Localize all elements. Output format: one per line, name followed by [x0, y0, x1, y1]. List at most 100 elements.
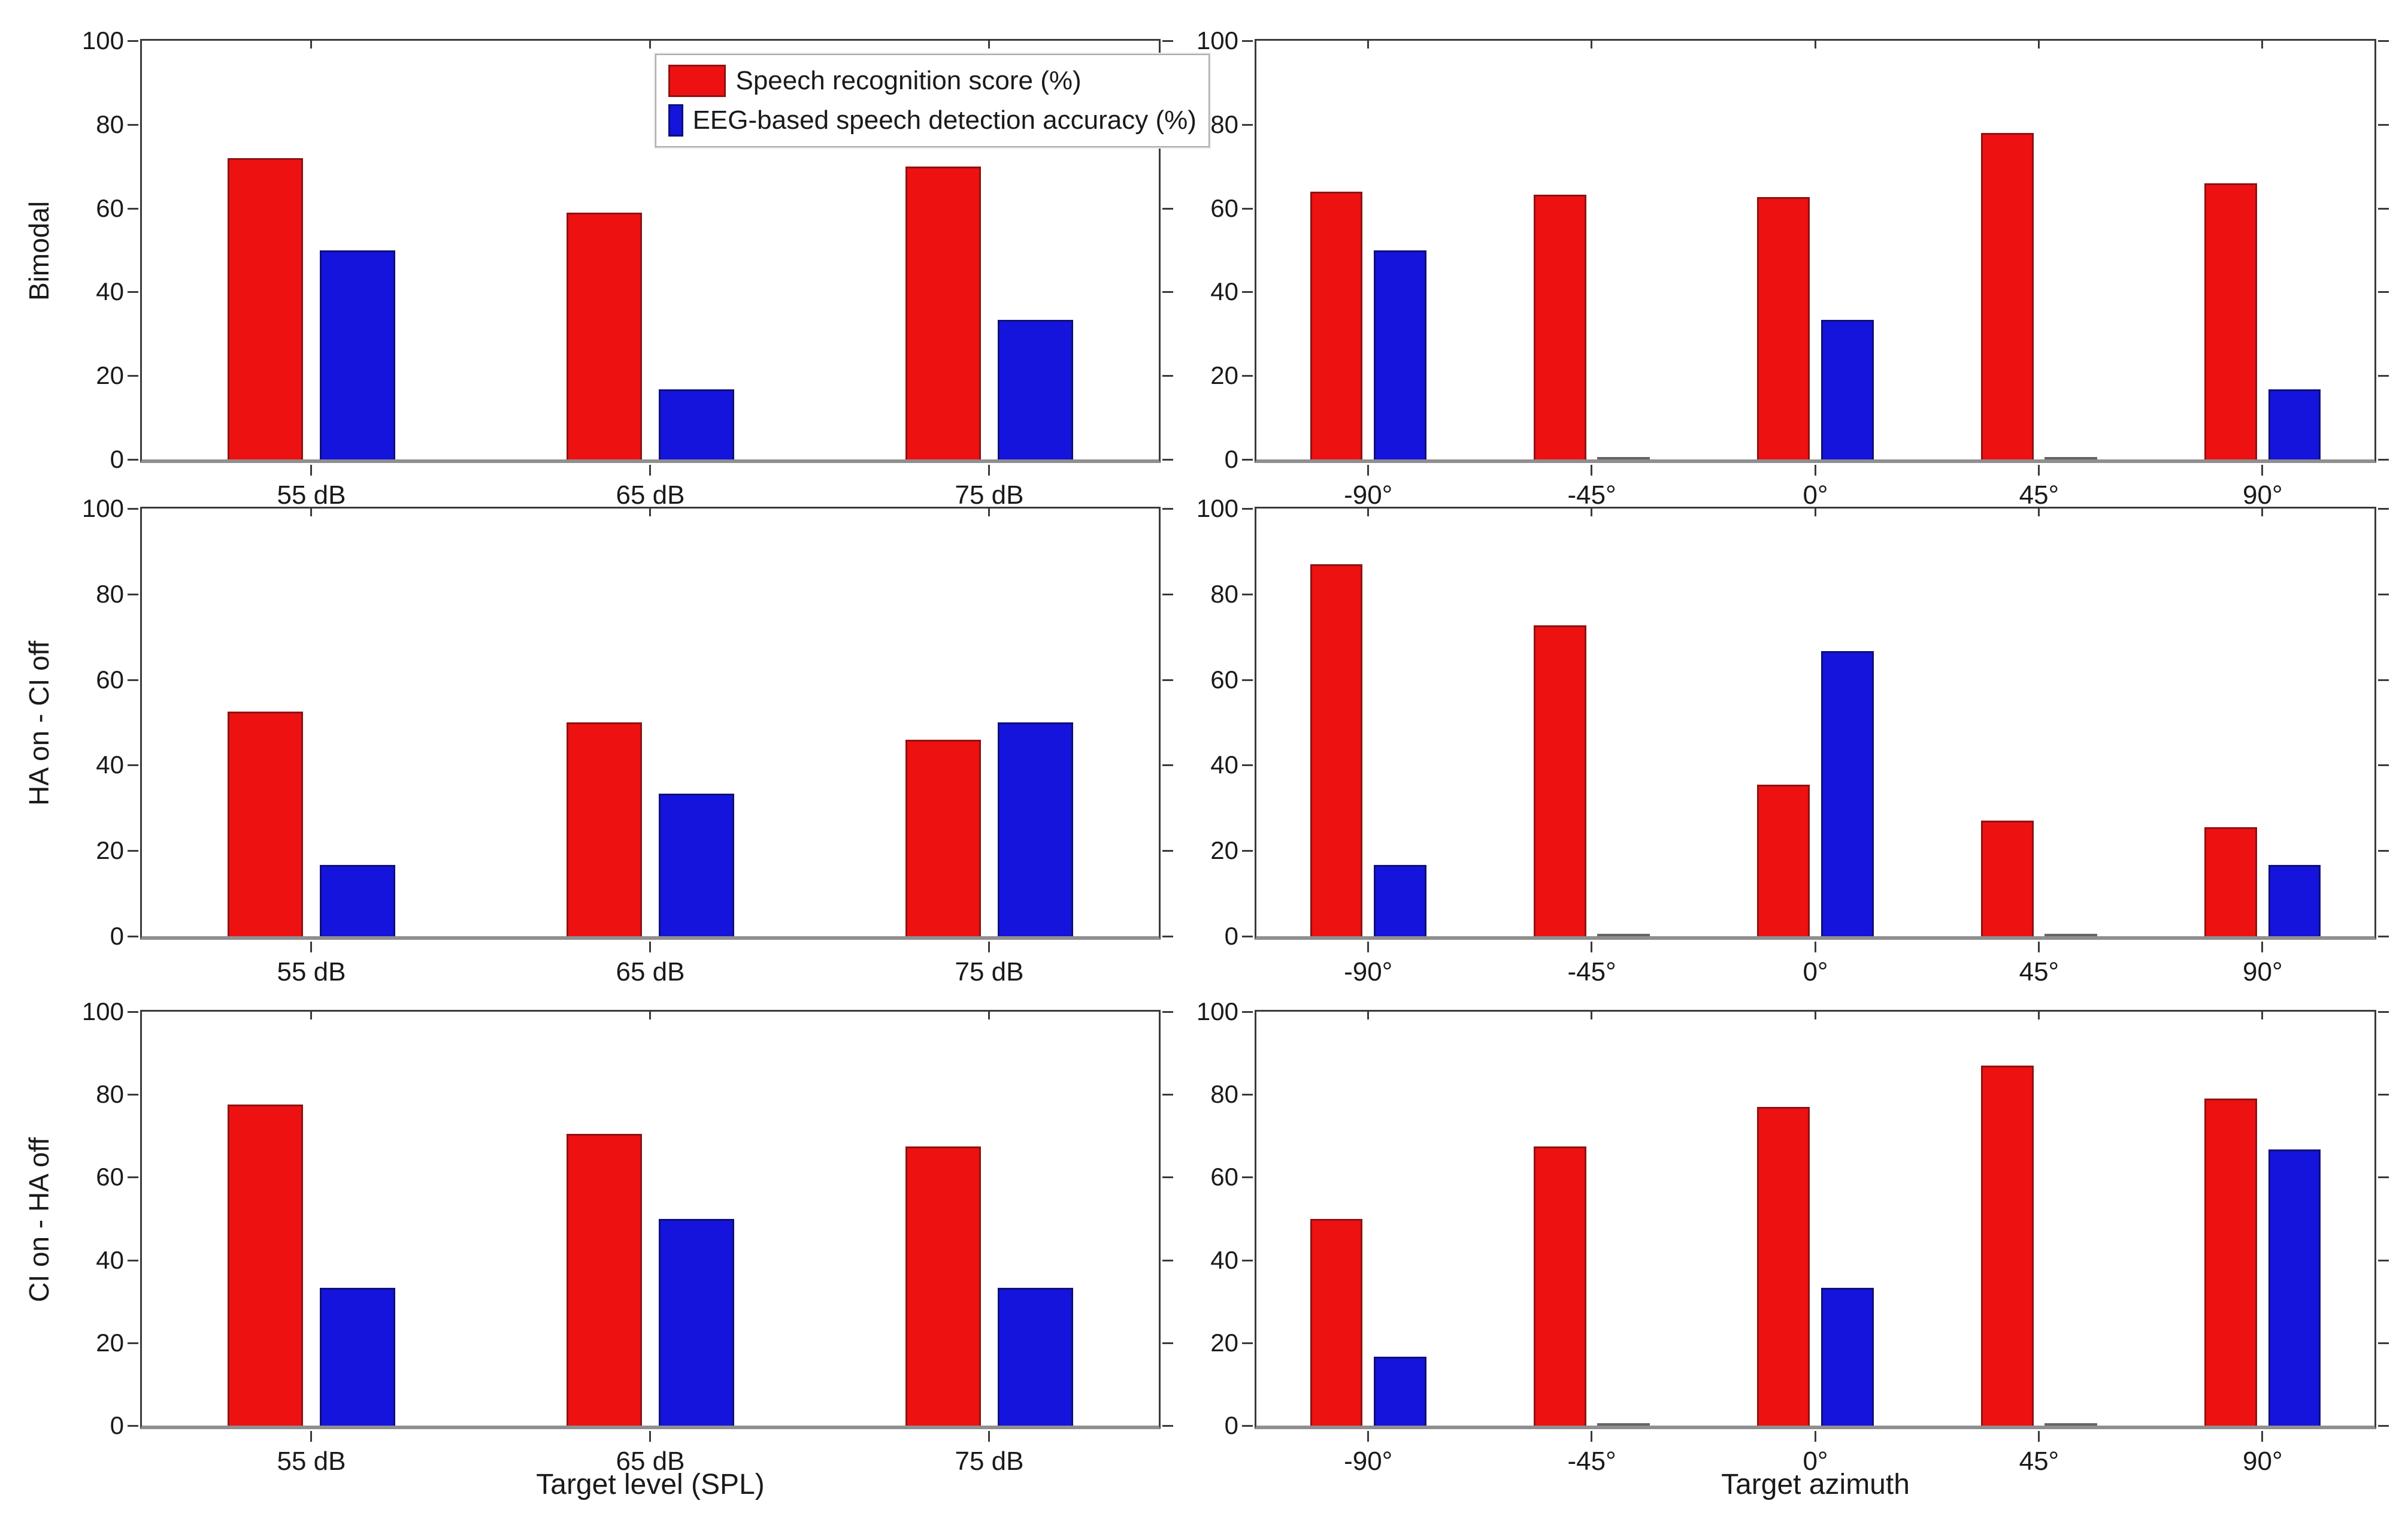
- subplot-bimodal-target-azimuth: 0 20 40 60 80 100 -90° -45° 0° 45° 90°: [1197, 28, 2389, 509]
- x-tick-mark: [988, 507, 990, 516]
- x-tick-mark: [649, 1010, 651, 1019]
- x-tick-label: 65 dB: [616, 480, 685, 510]
- bar-speech-recognition: [1534, 194, 1586, 459]
- x-tick-label: 55 dB: [277, 1447, 346, 1476]
- x-tick-label: 65 dB: [616, 1447, 685, 1476]
- x-tick-mark: [1367, 465, 1369, 476]
- y-tick-label: 0: [1224, 445, 1238, 473]
- y-tick-mark: [2378, 123, 2389, 126]
- legend-entry: EEG-based speech detection accuracy (%): [668, 104, 1197, 137]
- y-tick-mark: [1242, 593, 1253, 595]
- row-label-bimodal: Bimodal: [23, 201, 54, 301]
- bar-speech-recognition: [1757, 196, 1810, 459]
- x-tick-label: -45°: [1567, 1447, 1616, 1476]
- y-tick-label: 100: [1196, 997, 1238, 1025]
- y-tick-label: 0: [110, 922, 124, 950]
- y-tick-label: 60: [1210, 665, 1238, 694]
- x-tick-mark: [1814, 942, 1816, 952]
- bar-speech-recognition: [1757, 1106, 1810, 1426]
- legend: Speech recognition score (%) EEG-based sp…: [655, 54, 1210, 148]
- legend-label: EEG-based speech detection accuracy (%): [692, 105, 1197, 135]
- y-tick-mark: [1162, 1259, 1173, 1261]
- bar-speech-recognition: [1534, 625, 1586, 936]
- bar-eeg-detection: [1597, 457, 1650, 459]
- y-tick-label: 20: [96, 836, 124, 865]
- y-tick-mark: [1242, 764, 1253, 767]
- y-tick-mark: [2378, 1342, 2389, 1344]
- x-tick-mark: [1814, 507, 1816, 516]
- y-tick-mark: [1242, 291, 1253, 294]
- x-tick-mark: [988, 942, 990, 952]
- bar-speech-recognition: [1310, 191, 1363, 459]
- legend-swatch-eeg: [668, 104, 683, 137]
- bar-speech-recognition: [227, 712, 303, 936]
- x-tick-mark: [649, 465, 651, 476]
- y-tick-label: 80: [1210, 1080, 1238, 1109]
- y-tick-label: 20: [1210, 1328, 1238, 1357]
- x-tick-mark: [310, 1010, 312, 1019]
- x-tick-mark: [649, 39, 651, 49]
- x-tick-mark: [1367, 942, 1369, 952]
- y-tick-mark: [1162, 508, 1173, 510]
- bar-speech-recognition: [1310, 1218, 1363, 1426]
- subplot-haon-cioff-target-level: 0 20 40 60 80 100 55 dB 65 dB 75 dB: [82, 496, 1173, 985]
- y-tick-label: 20: [96, 361, 124, 390]
- x-tick-label: 90°: [2243, 957, 2283, 987]
- y-tick-mark: [1242, 508, 1253, 510]
- x-tick-mark: [649, 1431, 651, 1442]
- y-tick-mark: [1242, 375, 1253, 377]
- y-tick-mark: [128, 1425, 138, 1427]
- x-tick-label: 90°: [2243, 480, 2283, 510]
- x-tick-label: 45°: [2019, 1447, 2059, 1476]
- bar-eeg-detection: [998, 722, 1074, 936]
- x-tick-label: 90°: [2243, 1447, 2283, 1476]
- bar-speech-recognition: [2204, 183, 2257, 459]
- x-tick-mark: [1591, 465, 1593, 476]
- x-tick-mark: [2037, 942, 2040, 952]
- x-tick-mark: [2261, 39, 2264, 49]
- bar-speech-recognition: [905, 166, 981, 459]
- y-tick-label: 60: [96, 665, 124, 694]
- row-label-ha-on-ci-off: HA on - CI off: [23, 640, 54, 806]
- x-tick-mark: [649, 507, 651, 516]
- y-tick-mark: [1162, 764, 1173, 767]
- y-tick-mark: [2378, 508, 2389, 510]
- bar-speech-recognition: [227, 1105, 303, 1426]
- bar-eeg-detection: [1374, 864, 1426, 936]
- x-tick-mark: [988, 1431, 990, 1442]
- x-tick-label: -45°: [1567, 957, 1616, 987]
- y-tick-mark: [128, 1342, 138, 1344]
- x-tick-mark: [1814, 39, 1816, 49]
- y-tick-mark: [1242, 1259, 1253, 1261]
- bar-speech-recognition: [2204, 827, 2257, 936]
- y-tick-label: 40: [1210, 751, 1238, 779]
- x-tick-label: 65 dB: [616, 957, 685, 987]
- x-tick-mark: [310, 942, 312, 952]
- bar-eeg-detection: [998, 320, 1074, 459]
- bar-eeg-detection: [320, 864, 396, 936]
- bar-eeg-detection: [1597, 1423, 1650, 1426]
- y-tick-label: 0: [110, 445, 124, 473]
- x-tick-mark: [1367, 1010, 1369, 1019]
- y-tick-mark: [2378, 593, 2389, 595]
- y-tick-mark: [1242, 123, 1253, 126]
- y-tick-mark: [128, 40, 138, 42]
- row-label-ci-on-ha-off: CI on - HA off: [23, 1137, 54, 1302]
- bar-eeg-detection: [1374, 1356, 1426, 1426]
- y-tick-mark: [2378, 1094, 2389, 1096]
- y-tick-label: 100: [81, 997, 124, 1025]
- y-tick-mark: [1242, 1425, 1253, 1427]
- y-tick-label: 0: [110, 1411, 124, 1439]
- y-tick-mark: [1242, 1176, 1253, 1179]
- y-tick-mark: [2378, 1011, 2389, 1013]
- bar-eeg-detection: [659, 1218, 735, 1426]
- x-tick-mark: [2037, 465, 2040, 476]
- y-tick-label: 80: [96, 579, 124, 608]
- x-tick-label: 55 dB: [277, 957, 346, 987]
- x-tick-mark: [1367, 1431, 1369, 1442]
- y-tick-mark: [2378, 459, 2389, 461]
- x-tick-mark: [1591, 1010, 1593, 1019]
- x-tick-mark: [2037, 1010, 2040, 1019]
- bar-eeg-detection: [1374, 250, 1426, 459]
- y-tick-mark: [128, 1011, 138, 1013]
